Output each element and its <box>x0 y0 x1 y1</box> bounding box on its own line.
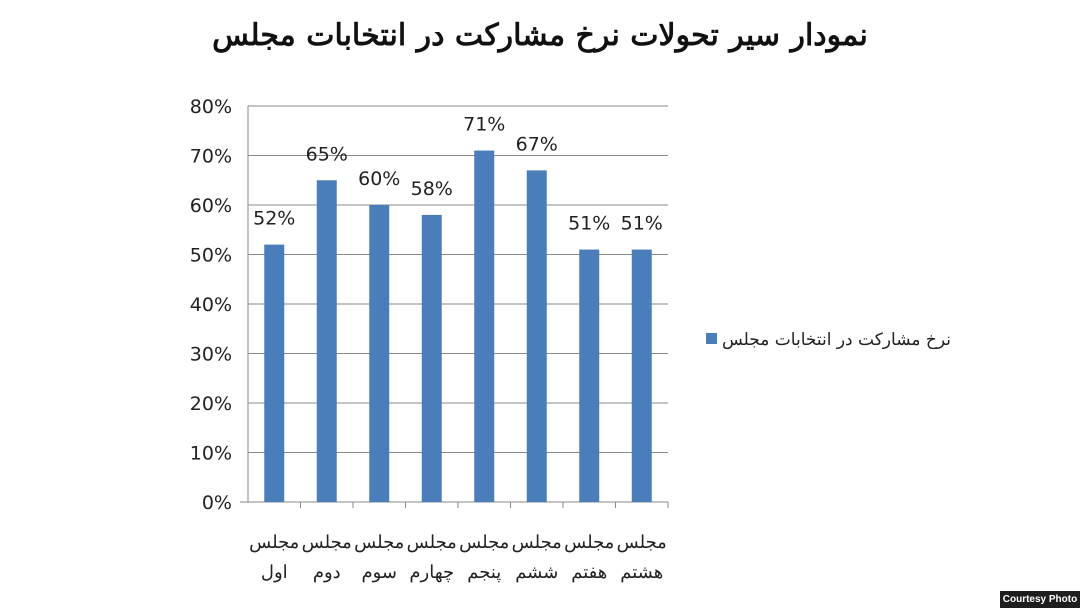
bar <box>264 244 285 502</box>
y-tick-label: 70% <box>190 146 232 168</box>
legend-label: نرخ مشارکت در انتخابات مجلس <box>722 330 951 350</box>
bar <box>316 180 337 502</box>
x-tick-label: مجلس <box>302 532 352 553</box>
y-axis: 0% 10% 20% 30% 40% 50% 60% 70% 80% <box>190 96 249 514</box>
data-label: 65% <box>306 143 348 165</box>
y-tick-label: 40% <box>190 294 232 316</box>
legend: نرخ مشارکت در انتخابات مجلس <box>706 330 951 350</box>
x-tick-label: دوم <box>313 562 341 583</box>
data-label: 51% <box>568 213 610 235</box>
y-tick-label: 50% <box>190 245 232 267</box>
x-tick-label: مجلس <box>407 532 457 553</box>
y-tick-label: 30% <box>190 344 232 366</box>
y-tick-label: 60% <box>190 195 232 217</box>
x-tick-label: مجلس <box>512 532 562 553</box>
y-tick-label: 20% <box>190 393 232 415</box>
legend-swatch <box>706 333 717 344</box>
x-tick-label: مجلس <box>617 532 667 553</box>
bar <box>526 170 547 502</box>
data-label: 51% <box>621 213 663 235</box>
x-tick-label: مجلس <box>354 532 404 553</box>
data-label: 71% <box>463 114 505 136</box>
photo-credit: Courtesy Photo <box>1000 591 1080 608</box>
x-tick-label: مجلس <box>249 532 299 553</box>
x-tick-label: مجلس <box>564 532 614 553</box>
x-tick-label: سوم <box>361 562 397 583</box>
data-label: 67% <box>516 133 558 155</box>
data-label: 58% <box>411 178 453 200</box>
bar <box>579 249 600 502</box>
x-tick-label: مجلس <box>459 532 509 553</box>
x-tick-label: هفتم <box>571 562 607 583</box>
bar <box>369 205 390 502</box>
bar <box>421 214 442 502</box>
x-tick-label: اول <box>261 562 288 583</box>
bars <box>264 150 652 503</box>
value-labels: 52% 65% 60% 58% 71% 67% 51% 51% <box>253 114 663 235</box>
x-tick-label: ششم <box>515 562 558 583</box>
x-tick-label: هشتم <box>620 562 663 583</box>
y-tick-label: 0% <box>202 492 232 514</box>
x-tick-label: چهارم <box>409 562 454 583</box>
chart-title: نمودار سیر تحولات نرخ مشارکت در انتخابات… <box>212 18 868 53</box>
gridlines <box>248 105 668 503</box>
bar <box>631 249 652 502</box>
x-tick-label: پنجم <box>467 562 501 583</box>
data-label: 52% <box>253 208 295 230</box>
x-axis: مجلساولمجلسدوممجلسسوممجلسچهارممجلسپنجممج… <box>249 502 669 583</box>
y-tick-label: 80% <box>190 96 232 118</box>
bar <box>474 150 495 503</box>
data-label: 60% <box>358 168 400 190</box>
y-tick-label: 10% <box>190 443 232 465</box>
